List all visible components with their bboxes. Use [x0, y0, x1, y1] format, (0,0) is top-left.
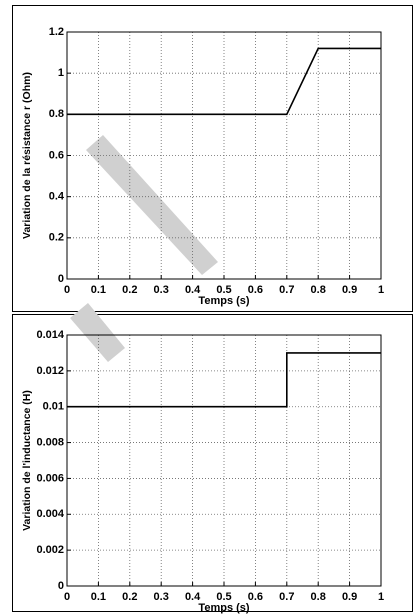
y-tick-label: 0.4 [49, 191, 65, 203]
x-tick-label: 0.8 [311, 284, 326, 296]
x-tick-label: 0 [64, 284, 70, 296]
x-tick-label: 0.6 [248, 284, 263, 296]
x-tick-label: 0.1 [91, 591, 106, 603]
y-tick-label: 0.2 [49, 232, 64, 244]
x-tick-label: 1 [378, 284, 384, 296]
x-tick-label: 0.1 [91, 284, 106, 296]
y-tick-label: 0.004 [36, 508, 64, 520]
y-tick-label: 1 [58, 67, 64, 79]
watermark [86, 135, 218, 275]
x-tick-label: 0.3 [154, 284, 169, 296]
x-tick-label: 0.6 [248, 591, 263, 603]
y-tick-label: 0.002 [36, 544, 64, 556]
x-axis-label: Temps (s) [198, 602, 249, 614]
y-tick-label: 0.008 [36, 436, 64, 448]
x-tick-label: 0.8 [311, 591, 326, 603]
x-tick-label: 0.2 [122, 591, 137, 603]
x-tick-label: 0.3 [154, 591, 169, 603]
figure: 00.20.40.60.811.200.10.20.30.40.50.60.70… [0, 0, 416, 614]
y-tick-label: 1.2 [49, 26, 64, 38]
x-tick-label: 0.9 [342, 591, 357, 603]
y-tick-label: 0.012 [36, 365, 64, 377]
y-tick-label: 0.8 [49, 108, 64, 120]
x-tick-label: 0.7 [279, 284, 294, 296]
y-axis-label: Variation de la résistance r (Ohm) [21, 72, 33, 239]
y-tick-label: 0.01 [43, 401, 64, 413]
x-tick-label: 0 [64, 591, 70, 603]
x-tick-label: 0.2 [122, 284, 137, 296]
x-axis-label: Temps (s) [198, 295, 249, 307]
y-tick-label: 0.006 [36, 472, 64, 484]
y-tick-label: 0.014 [36, 329, 64, 341]
panel-border [13, 315, 413, 612]
x-tick-label: 1 [378, 591, 384, 603]
x-tick-label: 0.9 [342, 284, 357, 296]
y-tick-label: 0.6 [49, 149, 64, 161]
y-axis-label: Variation de l'inductance (H) [21, 390, 33, 531]
x-tick-label: 0.7 [279, 591, 294, 603]
